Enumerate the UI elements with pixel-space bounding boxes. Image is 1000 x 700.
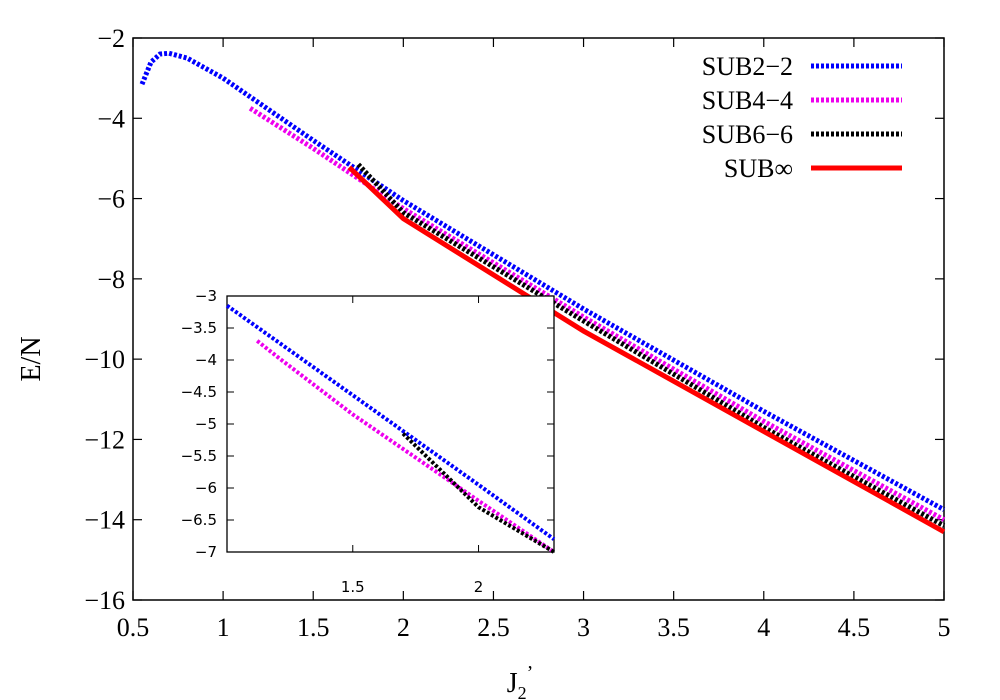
legend-label: SUB6−6 <box>702 120 793 149</box>
y-tick-label: −12 <box>84 425 125 454</box>
series-line-0 <box>139 50 946 512</box>
series-line-2 <box>356 162 946 528</box>
x-tick-label: 3.5 <box>657 613 690 642</box>
inset-y-tick-label: −3 <box>195 287 217 305</box>
x-tick-label: 2.5 <box>477 613 510 642</box>
x-tick-label: 4 <box>757 613 770 642</box>
x-axis-title-sup: ’ <box>527 662 534 684</box>
y-tick-label: −16 <box>84 586 125 615</box>
inset-y-tick-label: −7 <box>195 543 217 561</box>
x-axis-title-sub: 2 <box>518 683 527 700</box>
inset-x-tick-label: 2 <box>474 578 484 596</box>
legend-label: SUB4−4 <box>702 86 793 115</box>
inset-y-tick-label: −5.5 <box>181 447 217 465</box>
inset-y-tick-label: −6.5 <box>181 511 217 529</box>
y-tick-label: −10 <box>84 345 125 374</box>
inset-x-tick-label: 1.5 <box>341 578 365 596</box>
inset-plot: 1.5 2 −7 −6.5 −6 −5.5 −5 −4.5 −4 −3.5 −3 <box>181 287 556 596</box>
legend: SUB2−2 SUB4−4 SUB6−6 SUB∞ <box>702 52 902 183</box>
series-line-1 <box>248 106 946 522</box>
inset-y-tick-label: −3.5 <box>181 319 217 337</box>
x-tick-label: 2 <box>397 613 410 642</box>
x-tick-label: 5 <box>938 613 951 642</box>
y-tick-label: −8 <box>97 265 125 294</box>
x-tick-label: 1.5 <box>297 613 330 642</box>
series-line-3 <box>347 165 946 534</box>
y-tick-label: −4 <box>97 104 125 133</box>
x-axis-title-main: J <box>507 668 518 699</box>
x-tick-label: 1 <box>217 613 230 642</box>
legend-label: SUB2−2 <box>702 52 793 81</box>
inset-y-tick-label: −4 <box>195 351 217 369</box>
x-tick-label: 0.5 <box>117 613 150 642</box>
inset-series-line-2 <box>401 432 556 554</box>
legend-label: SUB∞ <box>724 154 793 183</box>
inset-y-tick-label: −4.5 <box>181 383 217 401</box>
inset-series-line-1 <box>255 339 556 554</box>
y-tick-label: −6 <box>97 185 125 214</box>
main-plot: 0.5 1 1.5 2 2.5 3 3.5 4 4.5 5 −16 −14 −12 −10 −8 −6 −4 −2 <box>84 24 950 642</box>
y-tick-label: −14 <box>84 506 125 535</box>
x-tick-label: 4.5 <box>838 613 871 642</box>
x-tick-label: 3 <box>577 613 590 642</box>
inset-y-tick-label: −5 <box>195 415 217 433</box>
plot-frame <box>132 37 945 601</box>
inset-series-line-0 <box>225 303 556 541</box>
y-tick-label: −2 <box>97 24 125 53</box>
x-axis-title: J2’ <box>507 662 534 700</box>
y-axis-title: E/N <box>16 336 47 381</box>
inset-y-tick-label: −6 <box>195 479 217 497</box>
